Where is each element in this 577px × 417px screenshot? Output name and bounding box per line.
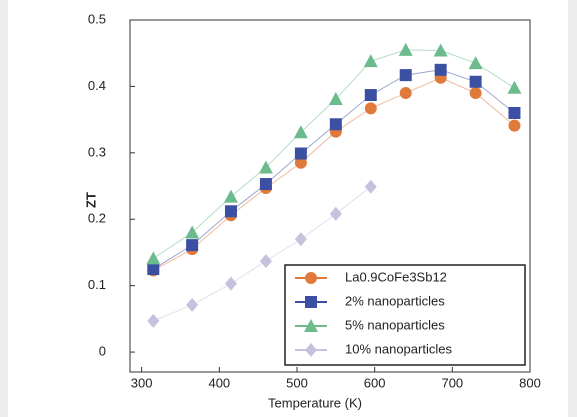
marker <box>364 102 377 115</box>
marker <box>259 178 272 191</box>
marker <box>469 87 482 100</box>
legend-box <box>284 264 526 366</box>
y-tick-label: 0.1 <box>88 277 106 292</box>
x-tick-label: 500 <box>286 375 308 390</box>
legend-label: 5% nanoparticles <box>345 317 445 332</box>
marker <box>185 225 200 239</box>
marker <box>468 56 483 70</box>
marker <box>507 80 522 94</box>
y-tick-label: 0.3 <box>88 144 106 159</box>
marker <box>146 251 161 265</box>
x-tick-label: 800 <box>519 375 541 390</box>
legend-marker <box>305 296 317 308</box>
marker <box>294 156 307 169</box>
legend-label: 10% nanoparticles <box>345 341 452 356</box>
marker <box>364 89 377 102</box>
marker <box>399 69 412 82</box>
marker <box>469 75 482 88</box>
marker <box>508 119 521 132</box>
legend-marker <box>304 319 318 332</box>
x-axis-label: Temperature (K) <box>268 395 362 410</box>
marker <box>258 160 273 174</box>
marker <box>186 239 199 252</box>
marker <box>328 92 343 106</box>
legend-label: La0.9CoFe3Sb12 <box>345 269 447 284</box>
y-tick-label: 0.5 <box>88 11 106 26</box>
marker <box>186 297 199 312</box>
legend-marker <box>305 343 317 357</box>
marker <box>398 42 413 56</box>
marker <box>399 87 412 100</box>
marker <box>293 125 308 139</box>
marker <box>223 189 238 203</box>
marker <box>259 254 272 269</box>
marker <box>294 147 307 160</box>
x-tick-label: 600 <box>364 375 386 390</box>
marker <box>433 43 448 57</box>
y-tick-label: 0.2 <box>88 211 106 226</box>
y-tick-label: 0 <box>99 344 106 359</box>
legend-label: 2% nanoparticles <box>345 293 445 308</box>
marker <box>434 63 447 76</box>
legend-marker <box>305 272 317 284</box>
y-tick-label: 0.4 <box>88 78 106 93</box>
marker <box>224 276 237 291</box>
plot-frame <box>129 19 531 373</box>
marker <box>329 206 342 221</box>
marker <box>224 205 237 218</box>
marker <box>294 232 307 247</box>
x-tick-label: 400 <box>208 375 230 390</box>
marker <box>364 179 377 194</box>
y-axis-label: ZT <box>83 192 98 208</box>
marker <box>329 118 342 131</box>
marker <box>363 54 378 68</box>
marker <box>147 263 160 276</box>
x-tick-label: 700 <box>441 375 463 390</box>
marker <box>508 106 521 119</box>
x-tick-label: 300 <box>131 375 153 390</box>
marker <box>147 313 160 328</box>
